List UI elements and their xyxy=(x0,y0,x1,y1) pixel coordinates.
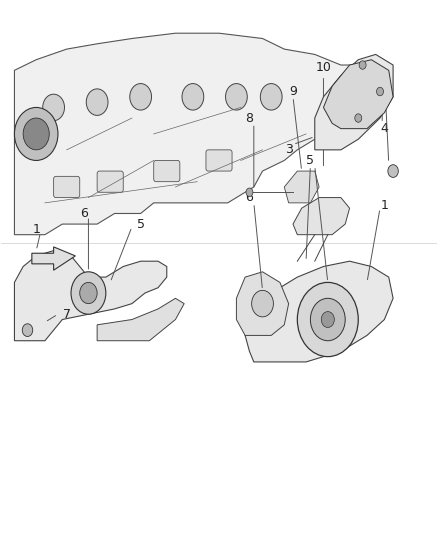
Circle shape xyxy=(182,84,204,110)
Polygon shape xyxy=(293,198,350,235)
Text: 2: 2 xyxy=(376,87,384,101)
Text: 1: 1 xyxy=(32,223,40,236)
Circle shape xyxy=(377,87,384,96)
Text: 10: 10 xyxy=(315,61,332,74)
Text: 4: 4 xyxy=(381,122,389,135)
Circle shape xyxy=(130,84,152,110)
Text: 7: 7 xyxy=(63,308,71,321)
Text: 5: 5 xyxy=(307,154,314,167)
Circle shape xyxy=(355,114,362,122)
Circle shape xyxy=(22,324,33,336)
Circle shape xyxy=(43,94,64,120)
Text: 6: 6 xyxy=(246,191,254,204)
Polygon shape xyxy=(14,251,167,341)
Polygon shape xyxy=(245,261,393,362)
Polygon shape xyxy=(284,171,319,203)
Circle shape xyxy=(226,84,247,110)
Text: 8: 8 xyxy=(245,111,254,125)
Circle shape xyxy=(359,61,366,69)
FancyBboxPatch shape xyxy=(206,150,232,171)
Text: 6: 6 xyxy=(80,207,88,220)
Text: 3: 3 xyxy=(285,143,293,156)
Circle shape xyxy=(86,89,108,115)
Polygon shape xyxy=(14,33,385,235)
Polygon shape xyxy=(323,60,393,128)
Circle shape xyxy=(14,108,58,160)
Circle shape xyxy=(23,118,49,150)
Text: 5: 5 xyxy=(137,217,145,231)
FancyBboxPatch shape xyxy=(53,176,80,198)
FancyBboxPatch shape xyxy=(154,160,180,182)
Circle shape xyxy=(260,84,282,110)
Polygon shape xyxy=(32,247,75,270)
Circle shape xyxy=(80,282,97,304)
Polygon shape xyxy=(315,54,393,150)
Circle shape xyxy=(71,272,106,314)
FancyBboxPatch shape xyxy=(97,171,123,192)
Text: 9: 9 xyxy=(289,85,297,98)
Circle shape xyxy=(388,165,398,177)
Polygon shape xyxy=(237,272,289,335)
Circle shape xyxy=(246,188,253,197)
Circle shape xyxy=(321,312,334,327)
Text: 1: 1 xyxy=(381,199,389,212)
Circle shape xyxy=(311,298,345,341)
Text: LHD: LHD xyxy=(36,256,49,261)
Circle shape xyxy=(297,282,358,357)
Text: 11: 11 xyxy=(377,61,392,74)
Circle shape xyxy=(252,290,273,317)
Polygon shape xyxy=(97,298,184,341)
